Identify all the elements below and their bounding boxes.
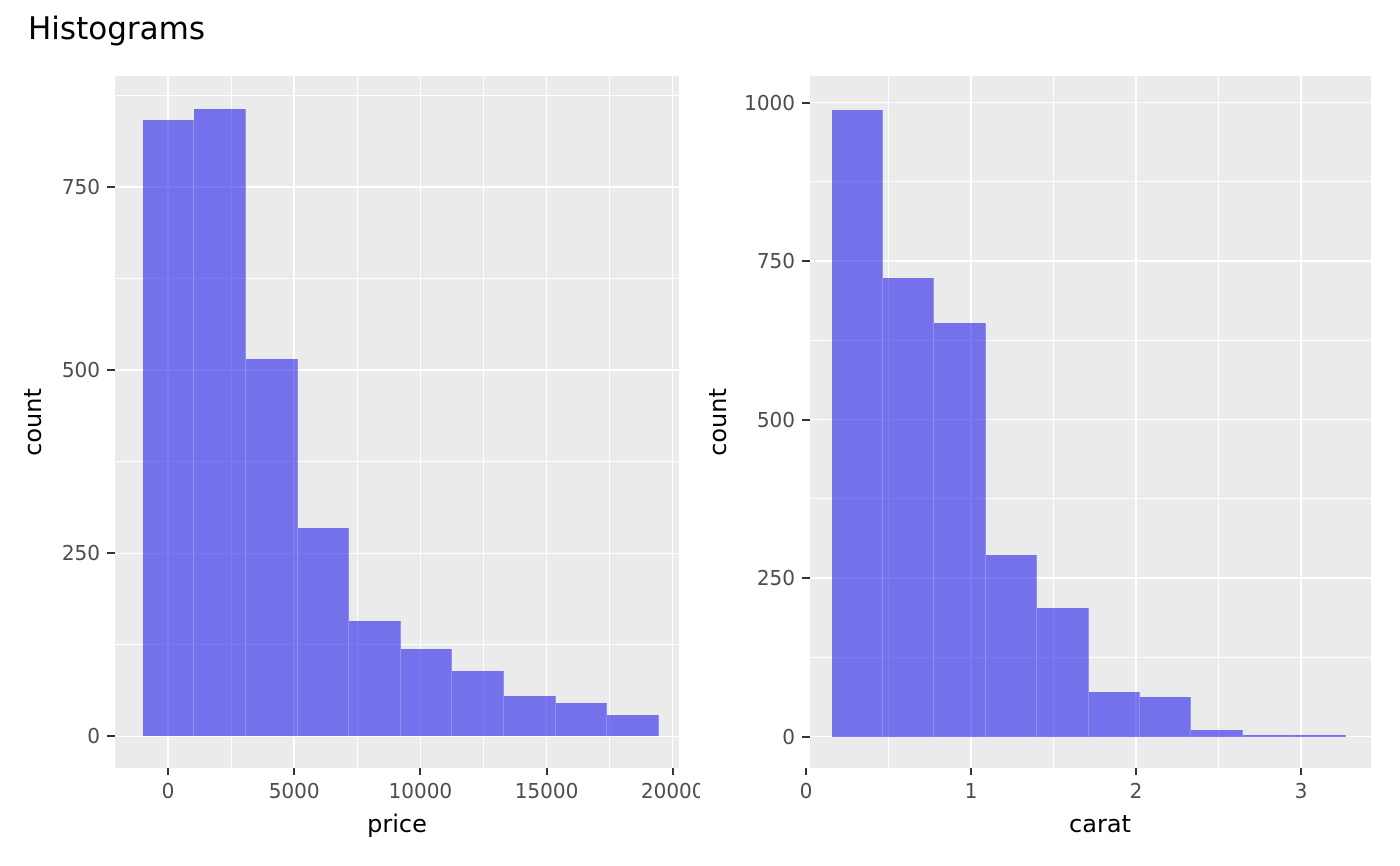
histogram-bar [883, 278, 935, 737]
y-tick-label: 250 [61, 541, 100, 566]
y-tick-mark [802, 101, 810, 104]
histogram-bar [349, 620, 401, 737]
histogram-bar [1294, 735, 1346, 737]
gridline-major-x [671, 75, 674, 768]
gridline-major-y [810, 260, 1371, 262]
gridline-major-y [115, 552, 679, 555]
gridline-major-y [115, 369, 679, 371]
x-tick-label: 2 [1129, 779, 1143, 803]
gridline-minor-x [356, 75, 358, 768]
histogram-bar [194, 108, 246, 737]
gridline-major-x [1135, 75, 1137, 768]
gridline-major-y [810, 418, 1371, 421]
gridline-major-y [115, 186, 679, 188]
x-tick-mark [805, 768, 808, 775]
histogram-bar [245, 359, 298, 737]
x-tick-mark [293, 768, 296, 775]
x-tick-label: 3 [1294, 779, 1308, 803]
y-tick-label: 250 [756, 566, 795, 591]
histogram-bar [400, 648, 453, 737]
histogram-bar [1191, 729, 1243, 737]
gridline-minor-x [1218, 75, 1219, 768]
gridline-major-y [810, 577, 1371, 579]
y-tick-label: 0 [87, 724, 100, 749]
x-tick-mark [419, 768, 422, 775]
histogram-bar [607, 714, 659, 737]
price-histogram: price count 0 5000 10000 15000 20000 0 250 500 7… [19, 75, 700, 838]
y-axis-title: count [704, 388, 732, 456]
gridline-minor-y [115, 95, 679, 96]
histogram-bar [831, 109, 883, 737]
histogram-bar [1037, 607, 1089, 737]
gridline-minor-y [810, 498, 1371, 500]
gridline-minor-y [810, 339, 1371, 341]
y-tick-label: 1000 [744, 90, 795, 115]
histogram-bar [934, 322, 986, 737]
y-tick-label: 750 [61, 175, 100, 200]
page-title: Histograms [28, 11, 205, 47]
histogram-bar [297, 528, 350, 737]
gridline-major-y [810, 101, 1371, 104]
x-axis-title: price [367, 810, 427, 838]
x-tick-label: 1 [964, 779, 978, 803]
y-tick-mark [802, 418, 810, 421]
x-tick-mark [1135, 768, 1138, 775]
y-tick-mark [802, 735, 810, 738]
y-tick-mark [107, 369, 115, 372]
x-tick-label: 10000 [388, 779, 453, 803]
histogram-bar [555, 702, 608, 737]
gridline-minor-y [810, 656, 1371, 658]
histogram-bar [142, 120, 195, 737]
x-tick-label: 0 [161, 779, 175, 803]
gridline-major-x [545, 75, 548, 768]
gridline-minor-y [115, 278, 679, 280]
histogram-bar [1088, 692, 1140, 737]
y-tick-mark [802, 260, 810, 263]
gridline-minor-x [482, 75, 484, 768]
y-tick-mark [107, 552, 115, 555]
histogram-bar [985, 554, 1038, 737]
x-tick-mark [166, 768, 169, 775]
histogram-bar [503, 696, 556, 737]
x-axis-title: carat [1069, 810, 1131, 838]
y-tick-mark [107, 735, 115, 738]
gridline-minor-x [609, 75, 611, 768]
x-tick-mark [545, 768, 548, 775]
gridline-major-x [419, 75, 422, 768]
y-axis-title: count [19, 388, 47, 456]
gridline-major-x [1300, 75, 1302, 768]
x-tick-label: 15000 [514, 779, 579, 803]
y-tick-mark [107, 186, 115, 189]
y-tick-label: 500 [756, 407, 795, 432]
gridline-minor-y [810, 181, 1371, 183]
x-tick-mark [671, 768, 674, 775]
y-tick-label: 500 [61, 358, 100, 383]
x-tick-label: 0 [799, 779, 813, 803]
y-tick-mark [802, 577, 810, 580]
y-tick-label: 0 [782, 724, 795, 749]
x-tick-mark [970, 768, 973, 775]
x-tick-label: 20000 [640, 779, 700, 803]
gridline-major-y [115, 735, 679, 738]
y-tick-label: 750 [756, 249, 795, 274]
gridline-major-y [810, 735, 1371, 738]
histogram-bar [452, 671, 504, 737]
x-tick-label: 5000 [268, 779, 320, 803]
gridline-minor-y [115, 461, 679, 463]
carat-histogram: carat count 0 1 2 3 0 250 500 750 1000 [700, 0, 1400, 866]
histogram-bar [1140, 697, 1192, 737]
histogram-bar [1242, 735, 1295, 737]
gridline-minor-x [1053, 75, 1054, 768]
x-tick-mark [1300, 768, 1303, 775]
